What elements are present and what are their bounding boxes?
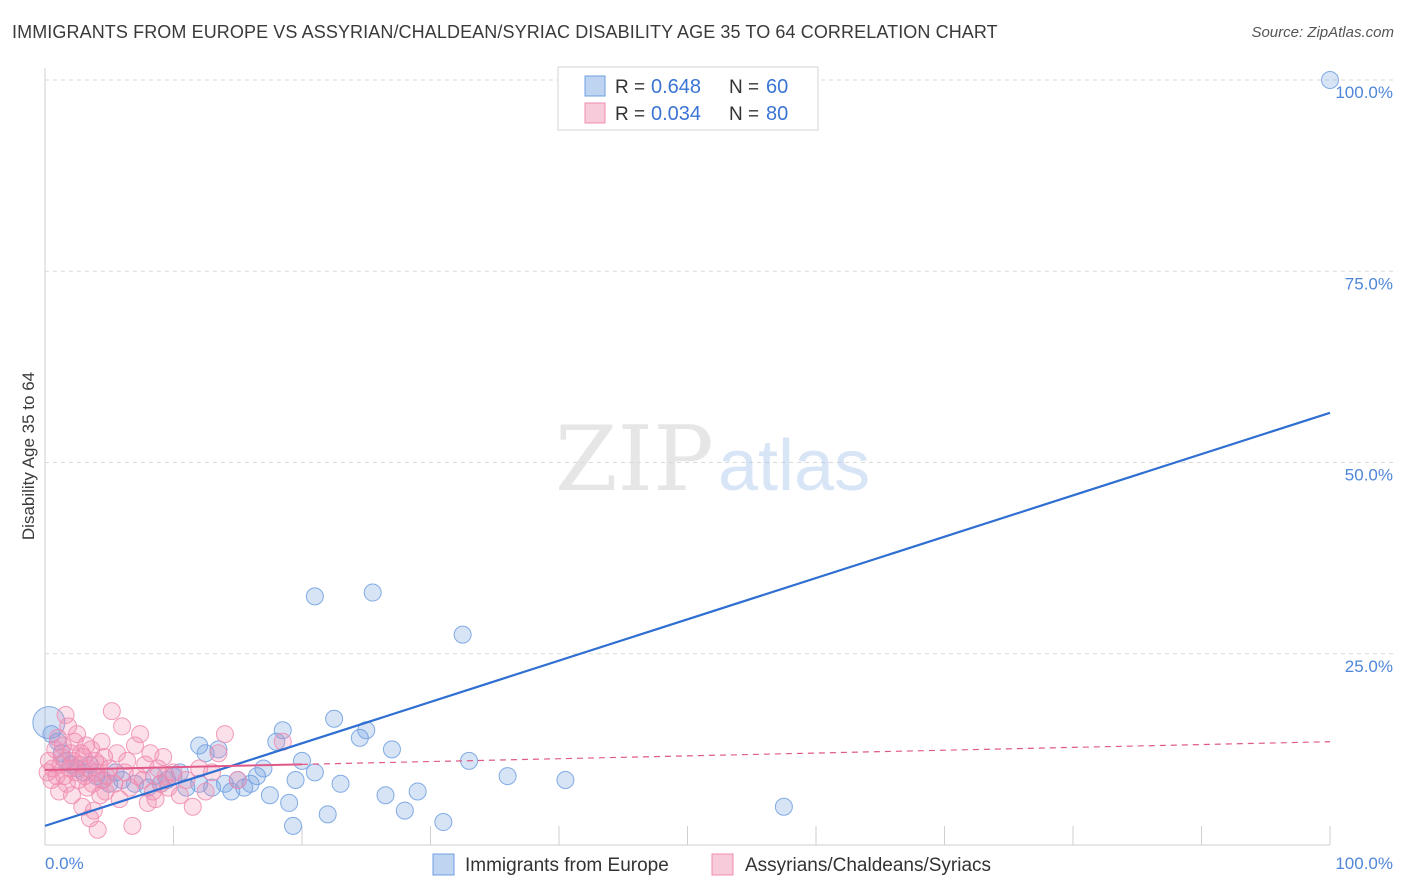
stats-legend-r-value: 0.034 (651, 103, 701, 125)
data-point-assyrians (125, 736, 144, 755)
data-point-assyrians (133, 770, 152, 789)
stats-legend-n-label: N = (729, 104, 759, 125)
series-legend-swatch (432, 853, 455, 876)
data-point-assyrians (228, 770, 247, 789)
data-point-europe (382, 740, 401, 759)
data-point-europe (325, 709, 344, 728)
stats-legend-n-value: 60 (766, 76, 788, 98)
data-point-assyrians (209, 744, 228, 763)
data-point-europe (318, 805, 337, 824)
data-point-europe (286, 770, 305, 789)
data-point-europe (267, 732, 286, 751)
stats-legend-n-label: N = (729, 77, 759, 98)
data-point-europe (284, 816, 303, 835)
trend-lines (44, 411, 1331, 827)
data-point-assyrians (96, 782, 115, 801)
watermark-zip: ZIP (555, 407, 714, 512)
data-point-assyrians (92, 732, 111, 751)
y-axis-label: Disability Age 35 to 64 (19, 372, 38, 540)
trend-line-assyrians-solid (44, 763, 303, 772)
data-point-europe (305, 763, 324, 782)
data-point-europe (350, 728, 369, 747)
data-point-assyrians (215, 725, 234, 744)
stats-legend-r-label: R = (615, 77, 645, 98)
data-point-assyrians (62, 786, 81, 805)
trend-line-assyrians-dashed (301, 741, 1331, 765)
data-point-europe (209, 740, 228, 759)
data-point-europe (556, 770, 575, 789)
data-point-assyrians (183, 797, 202, 816)
data-point-assyrians (56, 705, 75, 724)
stats-legend-n-value: 80 (766, 103, 788, 125)
data-point-europe (408, 782, 427, 801)
stats-legend-r-label: R = (615, 104, 645, 125)
data-point-europe (280, 793, 299, 812)
series-legend-label: Assyrians/Chaldeans/Syriacs (745, 855, 991, 876)
data-point-europe (248, 767, 267, 786)
data-point-assyrians (131, 725, 150, 744)
data-point-assyrians (74, 748, 93, 767)
watermark-atlas: atlas (718, 426, 870, 506)
stats-legend: R = 0.648 N = 60 R = 0.034 N = 80 (557, 66, 819, 131)
data-point-europe (376, 786, 395, 805)
data-point-assyrians (59, 717, 78, 736)
data-point-assyrians (123, 816, 142, 835)
data-point-europe (1321, 71, 1339, 89)
data-point-europe (260, 786, 279, 805)
data-point-assyrians (53, 736, 72, 755)
data-point-europe (305, 587, 324, 606)
chart-title: IMMIGRANTS FROM EUROPE VS ASSYRIAN/CHALD… (12, 22, 998, 42)
axes (44, 68, 1331, 846)
data-point-europe (331, 774, 350, 793)
series-legend-label: Immigrants from Europe (465, 855, 669, 876)
y-tick-label: 50.0% (1345, 466, 1393, 485)
data-point-europe (395, 801, 414, 820)
stats-legend-r-value: 0.648 (651, 76, 701, 98)
x-tick-label: 0.0% (45, 854, 84, 873)
series-legend: Immigrants from Europe Assyrians/Chaldean… (432, 853, 991, 876)
source-credit: Source: ZipAtlas.com (1251, 24, 1394, 41)
series-legend-swatch (711, 853, 734, 876)
data-point-assyrians (102, 702, 121, 721)
series-assyrians-points (38, 702, 292, 839)
data-point-assyrians (154, 748, 173, 767)
watermark: ZIP atlas (555, 407, 870, 512)
x-tick-label: 100.0% (1335, 854, 1393, 873)
data-point-europe (774, 797, 793, 816)
tick-labels: 25.0% 50.0% 75.0% 100.0% 0.0% 100.0% (45, 83, 1393, 873)
stats-legend-swatch (584, 75, 606, 97)
y-tick-label: 75.0% (1345, 274, 1393, 293)
y-tick-label: 25.0% (1345, 657, 1393, 676)
data-point-europe (498, 767, 517, 786)
data-point-assyrians (107, 744, 126, 763)
data-point-europe (453, 625, 472, 644)
data-point-assyrians (88, 820, 107, 839)
trend-line-europe (44, 411, 1331, 827)
grid-lines (45, 79, 1395, 655)
data-point-europe (434, 813, 453, 832)
data-point-europe (190, 736, 209, 755)
stats-legend-swatch (584, 102, 606, 124)
data-point-europe (254, 759, 273, 778)
data-point-assyrians (196, 782, 215, 801)
data-point-europe (363, 583, 382, 602)
data-point-assyrians (113, 717, 132, 736)
data-point-assyrians (118, 751, 137, 770)
data-point-assyrians (170, 786, 189, 805)
stats-legend-box (557, 66, 819, 131)
y-tick-label: 100.0% (1335, 83, 1393, 102)
